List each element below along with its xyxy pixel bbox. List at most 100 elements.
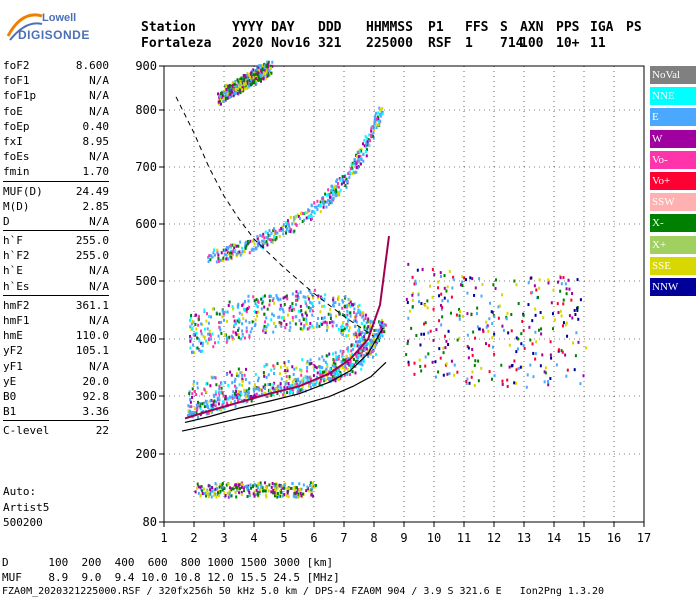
echo-point — [535, 288, 538, 292]
echo-point — [209, 399, 212, 403]
echo-point — [494, 287, 497, 291]
echo-point — [226, 338, 229, 342]
echo-point — [557, 311, 560, 315]
echo-point — [340, 360, 343, 364]
echo-point — [282, 296, 285, 300]
echo-point — [342, 300, 345, 304]
echo-point — [253, 242, 256, 246]
echo-point — [306, 375, 309, 379]
echo-point — [271, 60, 274, 64]
echo-point — [242, 73, 245, 77]
echo-point — [226, 248, 229, 252]
echo-point — [250, 394, 253, 398]
echo-point — [273, 491, 276, 495]
echo-point — [204, 399, 207, 403]
echo-point — [535, 340, 538, 344]
echo-point — [233, 485, 236, 489]
header-value-9: 11 — [590, 36, 606, 51]
echo-point — [228, 300, 231, 304]
echo-point — [358, 353, 361, 357]
echo-point — [300, 369, 303, 373]
param-name: yE — [3, 374, 17, 388]
echo-point — [234, 490, 237, 494]
echo-point — [270, 393, 273, 397]
param-name: h`F — [3, 234, 23, 248]
echo-point — [273, 484, 276, 488]
echo-point — [243, 80, 246, 84]
echo-point — [507, 331, 510, 335]
echo-point — [357, 155, 360, 159]
echo-point — [576, 278, 579, 282]
echo-point — [246, 306, 249, 310]
echo-point — [284, 381, 287, 385]
x-tick-label: 4 — [250, 531, 257, 545]
echo-point — [292, 219, 295, 223]
echo-point — [366, 343, 369, 347]
profile-curve-line — [184, 236, 390, 420]
echo-point — [261, 234, 264, 238]
echo-point — [308, 309, 311, 313]
echo-point — [236, 372, 239, 376]
echo-point — [354, 331, 357, 335]
echo-point — [222, 97, 225, 101]
param-value: N/A — [89, 74, 109, 88]
echo-point — [370, 135, 373, 139]
echo-point — [259, 488, 262, 492]
echo-point — [223, 491, 226, 495]
echo-point — [305, 313, 308, 317]
echo-point — [234, 85, 237, 89]
echo-point — [337, 369, 340, 373]
echo-point — [193, 407, 196, 411]
echo-point — [347, 171, 350, 175]
echo-point — [212, 345, 215, 349]
echo-point — [501, 324, 504, 328]
echo-point — [201, 489, 204, 493]
echo-point — [381, 321, 384, 325]
echo-point — [297, 386, 300, 390]
echo-point — [265, 486, 268, 490]
echo-point — [549, 353, 552, 357]
param-value: 255.0 — [75, 249, 109, 263]
x-tick-label: 11 — [457, 531, 471, 545]
echo-point — [340, 182, 343, 186]
echo-point — [357, 151, 360, 155]
echo-point — [355, 335, 358, 339]
echo-point — [263, 374, 266, 378]
echo-point — [208, 329, 211, 333]
echo-point — [268, 238, 271, 242]
echo-point — [294, 377, 297, 381]
echo-point — [197, 337, 200, 341]
echo-point — [267, 489, 270, 493]
param-value: 8.95 — [82, 134, 110, 148]
echo-point — [378, 333, 381, 337]
echo-point — [335, 355, 338, 359]
echo-point — [375, 343, 378, 347]
echo-point — [297, 377, 300, 381]
echo-point — [254, 322, 257, 326]
echo-point — [218, 398, 221, 402]
echo-point — [532, 375, 535, 379]
lower-profile-line — [181, 361, 387, 432]
echo-point — [196, 336, 199, 340]
echo-point — [320, 322, 323, 326]
echo-point — [228, 494, 231, 498]
echo-point — [263, 64, 266, 68]
echo-point — [196, 482, 199, 486]
echo-point — [373, 333, 376, 337]
echo-point — [283, 393, 286, 397]
echo-point — [247, 84, 250, 88]
echo-point — [272, 364, 275, 368]
echo-point — [258, 388, 261, 392]
echo-point — [373, 337, 376, 341]
echo-point — [218, 312, 221, 316]
echo-point — [269, 64, 272, 68]
echo-point — [312, 374, 315, 378]
echo-point — [294, 322, 297, 326]
echo-point — [208, 254, 211, 258]
echo-point — [544, 366, 547, 370]
echo-point — [491, 322, 494, 326]
echo-point — [477, 379, 480, 383]
echo-point — [375, 126, 378, 130]
echo-point — [226, 96, 229, 100]
param-name: foF1p — [3, 89, 37, 103]
